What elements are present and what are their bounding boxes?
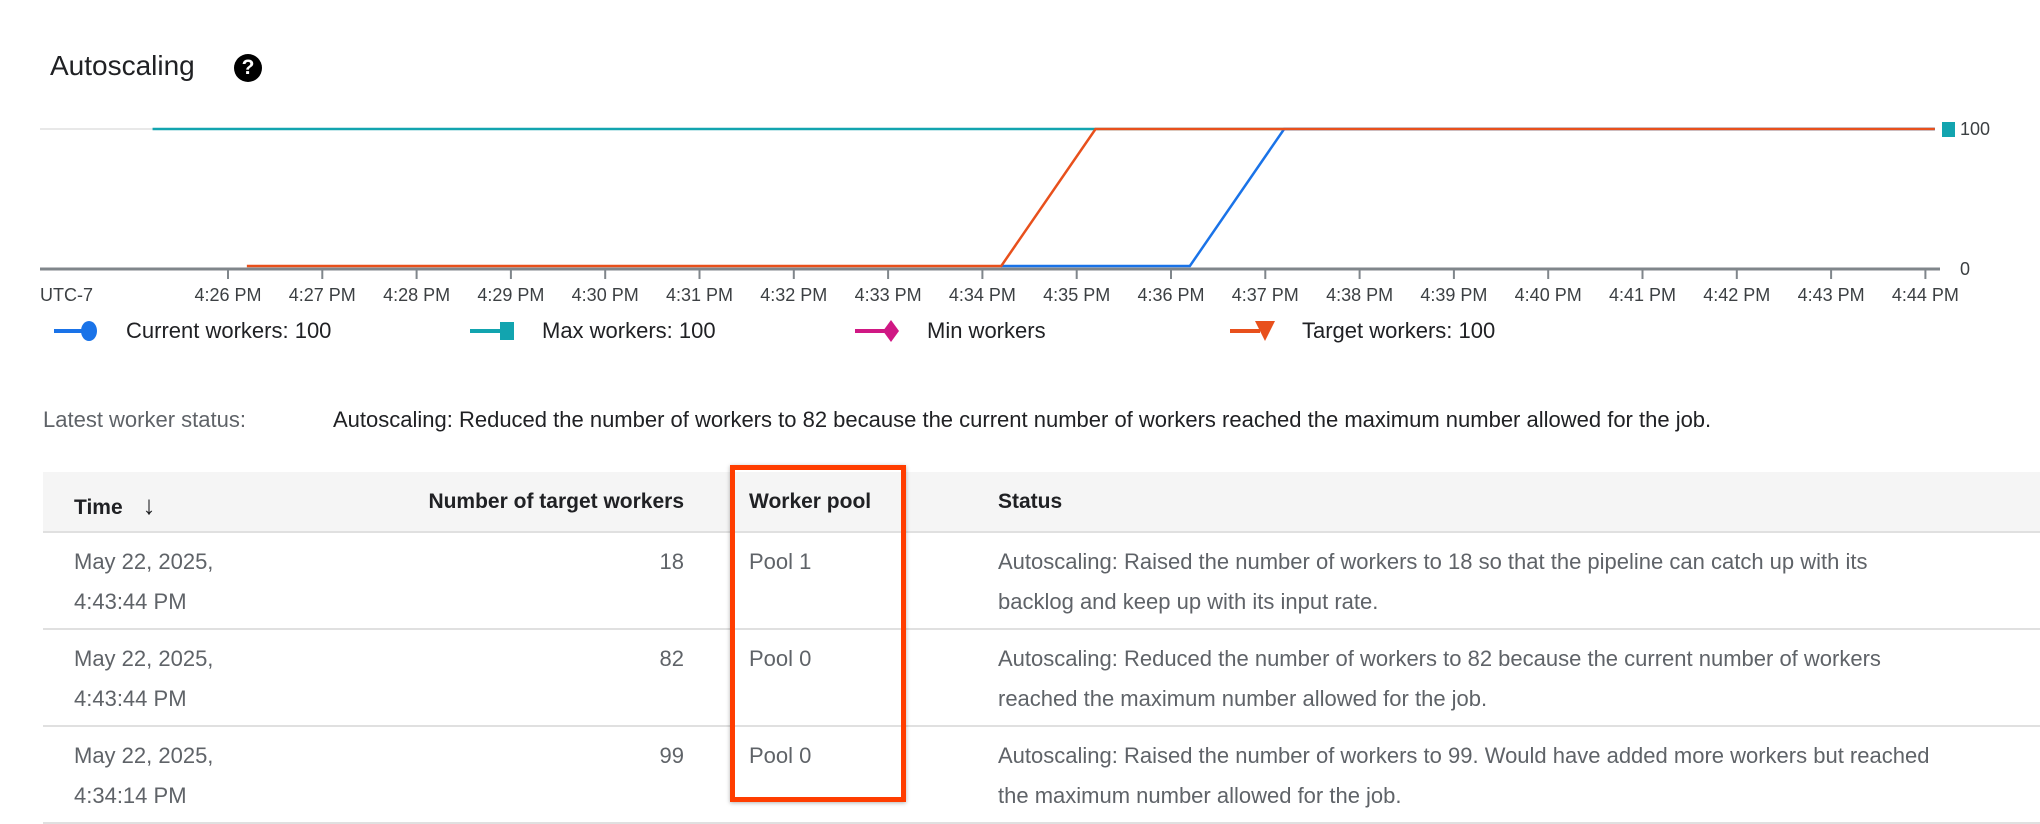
cell-num-target-workers: 82	[659, 646, 684, 671]
x-tick-label: 4:30 PM	[572, 285, 639, 305]
cell-time-of-day: 4:43:44 PM	[74, 589, 187, 614]
x-tick-label: 4:32 PM	[760, 285, 827, 305]
triangle-down-marker-icon	[1230, 321, 1275, 341]
legend-current-workers[interactable]: Current workers: 100	[54, 318, 331, 344]
header-num-target-workers[interactable]: Number of target workers	[428, 490, 684, 513]
x-tick-label: 4:37 PM	[1232, 285, 1299, 305]
x-tick-label: 4:44 PM	[1892, 285, 1959, 305]
table-row: May 22, 2025, 4:43:44 PM 82 Pool 0 Autosc…	[43, 630, 2040, 727]
cell-worker-pool: Pool 0	[749, 646, 812, 671]
cell-worker-pool: Pool 1	[749, 549, 812, 574]
x-tick-label: 4:41 PM	[1609, 285, 1676, 305]
diamond-marker-icon	[855, 320, 899, 342]
x-tick-label: 4:27 PM	[289, 285, 356, 305]
x-tick-label: 4:38 PM	[1326, 285, 1393, 305]
table-row: May 22, 2025, 4:34:14 PM 99 Pool 0 Autosc…	[43, 727, 2040, 824]
max-workers-end-marker	[1942, 122, 1955, 137]
x-tick-label: 4:42 PM	[1703, 285, 1770, 305]
table-row: May 22, 2025, 4:43:44 PM 18 Pool 1 Autosc…	[43, 533, 2040, 630]
legend-max-workers[interactable]: Max workers: 100	[470, 318, 716, 344]
legend-label: Max workers: 100	[542, 318, 716, 343]
y-tick-0: 0	[1960, 259, 1970, 279]
cell-time-of-day: 4:43:44 PM	[74, 686, 187, 711]
worker-pool-highlight-box	[730, 465, 906, 802]
series-line-current-workers	[1001, 127, 1935, 268]
legend-min-workers[interactable]: Min workers	[855, 318, 1046, 344]
cell-date: May 22, 2025,	[74, 549, 214, 574]
cell-time: May 22, 2025, 4:43:44 PM	[74, 639, 374, 719]
x-tick-label: 4:40 PM	[1515, 285, 1582, 305]
latest-status-value: Autoscaling: Reduced the number of worke…	[333, 407, 1712, 432]
cell-num-target-workers: 18	[659, 549, 684, 574]
cell-date: May 22, 2025,	[74, 646, 214, 671]
timezone-label: UTC-7	[40, 285, 93, 305]
cell-worker-pool: Pool 0	[749, 743, 812, 768]
help-icon[interactable]: ?	[234, 54, 262, 82]
legend-target-workers[interactable]: Target workers: 100	[1230, 318, 1495, 344]
x-tick-label: 4:34 PM	[949, 285, 1016, 305]
x-tick-label: 4:43 PM	[1798, 285, 1865, 305]
section-title: Autoscaling	[50, 50, 195, 81]
arrow-down-icon[interactable]: ↓	[142, 490, 156, 520]
circle-marker-icon	[54, 321, 97, 341]
cell-status: Autoscaling: Reduced the number of worke…	[998, 646, 1881, 711]
autoscaling-chart: 4:26 PM 4:27 PM 4:28 PM 4:29 PM 4:30 PM 4:31 …	[40, 119, 1990, 305]
x-tick-label: 4:28 PM	[383, 285, 450, 305]
header-worker-pool[interactable]: Worker pool	[749, 490, 872, 513]
x-tick-label: 4:29 PM	[477, 285, 544, 305]
legend-label: Current workers: 100	[126, 318, 332, 343]
cell-status: Autoscaling: Raised the number of worker…	[998, 743, 1930, 808]
cell-time: May 22, 2025, 4:34:14 PM	[74, 736, 374, 816]
header-time[interactable]: Time ↓	[74, 490, 374, 521]
x-tick-label: 4:35 PM	[1043, 285, 1110, 305]
cell-time: May 22, 2025, 4:43:44 PM	[74, 542, 374, 622]
autoscaling-events-table: Time ↓ Number of target workers Worker p…	[43, 472, 2040, 824]
cell-time-of-day: 4:34:14 PM	[74, 783, 187, 808]
latest-status-label: Latest worker status:	[43, 407, 246, 432]
y-tick-100: 100	[1960, 119, 1990, 139]
x-tick-label: 4:39 PM	[1420, 285, 1487, 305]
series-line-target-workers	[246, 127, 1935, 268]
square-marker-icon	[470, 322, 514, 340]
x-tick-label: 4:33 PM	[855, 285, 922, 305]
cell-status: Autoscaling: Raised the number of worker…	[998, 549, 1868, 614]
x-tick-label: 4:36 PM	[1137, 285, 1204, 305]
header-status[interactable]: Status	[998, 490, 1063, 513]
cell-num-target-workers: 99	[659, 743, 684, 768]
x-tick-label: 4:31 PM	[666, 285, 733, 305]
cell-date: May 22, 2025,	[74, 743, 214, 768]
table-header: Time ↓ Number of target workers Worker p…	[43, 472, 2040, 533]
x-tick-label: 4:26 PM	[194, 285, 261, 305]
legend-label: Min workers	[927, 318, 1046, 343]
legend-label: Target workers: 100	[1302, 318, 1496, 343]
header-time-label: Time	[74, 496, 123, 519]
